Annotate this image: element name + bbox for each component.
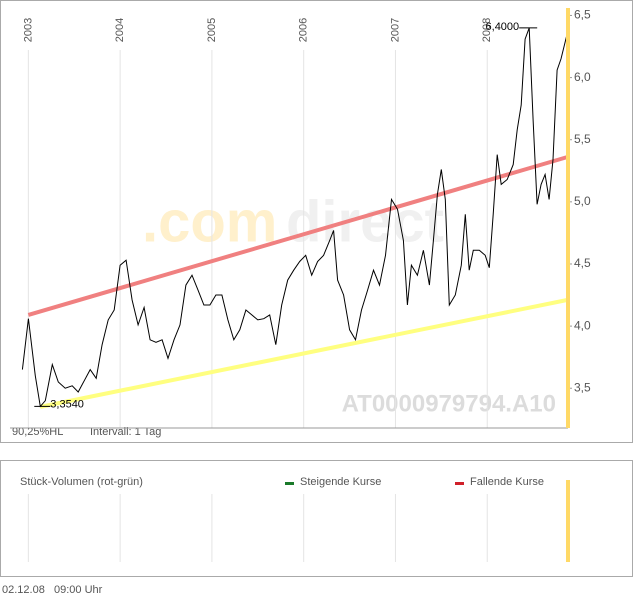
- main-panel-frame: [0, 0, 633, 443]
- y-tick-label: 4,0: [574, 318, 591, 332]
- max-label: 6,4000: [486, 21, 520, 33]
- footer-hl: 90,25%HL: [12, 426, 63, 438]
- watermark-com: .com: [142, 189, 277, 254]
- volume-panel-frame: [0, 460, 633, 577]
- legend-label: Steigende Kurse: [300, 476, 381, 488]
- y-tick-label: 4,5: [574, 256, 591, 270]
- y-tick-label: 6,0: [574, 70, 591, 84]
- legend-swatch: [285, 482, 294, 485]
- x-tick-label: 2004: [114, 18, 126, 42]
- volume-title: Stück-Volumen (rot-grün): [20, 476, 143, 488]
- legend-swatch: [455, 482, 464, 485]
- symbol-watermark: AT0000979794.A10: [342, 390, 556, 417]
- timestamp: 02.12.08 09:00 Uhr: [2, 584, 103, 596]
- x-tick-label: 2007: [389, 18, 401, 42]
- price-line: [21, 27, 568, 408]
- x-tick-label: 2008: [481, 18, 493, 42]
- footer-interval: Intervall: 1 Tag: [90, 426, 161, 438]
- trend-line: [39, 298, 568, 409]
- trend-line: [27, 155, 568, 317]
- y-tick-label: 6,5: [574, 8, 591, 22]
- x-tick-label: 2003: [22, 18, 34, 42]
- y-tick-label: 3,5: [574, 380, 591, 394]
- x-tick-label: 2006: [298, 18, 310, 42]
- y-tick-label: 5,0: [574, 194, 591, 208]
- y-tick-label: 5,5: [574, 132, 591, 146]
- min-label: 3,3540: [50, 398, 84, 410]
- x-tick-label: 2005: [206, 18, 218, 42]
- legend-label: Fallende Kurse: [470, 476, 544, 488]
